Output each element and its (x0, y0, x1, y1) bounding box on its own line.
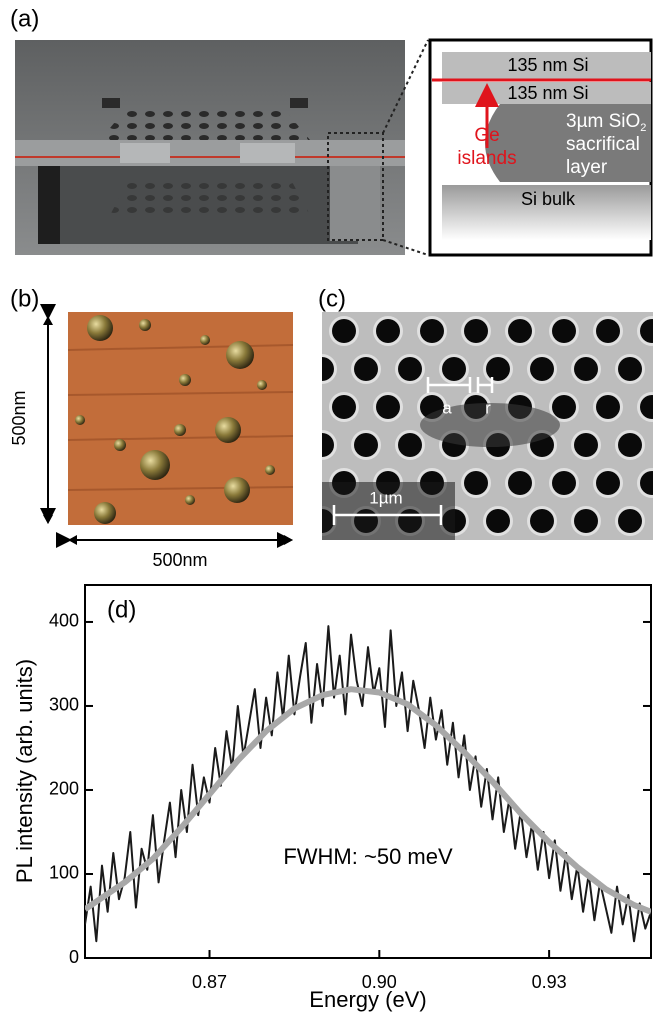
ge-label: islands (457, 148, 516, 169)
x-tick-label: 0.87 (192, 972, 227, 992)
y-tick-label: 400 (49, 611, 79, 631)
page: {"panels":{ "a":{"label":"(a)","inset":{… (0, 0, 653, 1021)
panel-label: (a) (10, 5, 39, 32)
x-tick-label: 0.93 (532, 972, 567, 992)
layer-label: 135 nm Si (507, 55, 588, 75)
y-tick-label: 0 (69, 947, 79, 967)
layer-label: sacrifical (566, 134, 640, 155)
figure: (a) 135 nm Si 135 nm Si 3µm SiO2 sacrifi… (0, 0, 653, 1021)
scale-bar-label: 1µm (369, 488, 402, 507)
device-render (15, 40, 428, 255)
plot-area (85, 626, 651, 941)
afm-image (68, 312, 293, 525)
panel-label: (d) (107, 596, 136, 623)
scale-label: 500nm (152, 550, 207, 570)
oxide-subscript: 2 (640, 122, 646, 134)
panel-label: (c) (318, 285, 346, 312)
x-tick-label: 0.90 (362, 972, 397, 992)
layer-label: Si bulk (521, 189, 576, 209)
panel-label: (b) (10, 285, 39, 312)
lattice-label: a (442, 398, 452, 417)
ge-label: Ge (474, 125, 499, 146)
radius-label: r (485, 398, 491, 417)
layer-label: 135 nm Si (507, 83, 588, 103)
layer-label: 3µm SiO2 (566, 111, 646, 134)
y-tick-label: 200 (49, 779, 79, 799)
y-tick-label: 300 (49, 695, 79, 715)
data-line (85, 626, 651, 941)
layer-label: layer (566, 157, 608, 178)
scale-label: 500nm (9, 390, 29, 445)
fit-line (85, 689, 651, 912)
plot-frame (85, 585, 651, 958)
annotation: FWHM: ~50 meV (283, 844, 453, 869)
y-tick-label: 100 (49, 863, 79, 883)
oxide-text: 3µm SiO (566, 111, 640, 132)
y-axis-label: PL intensity (arb. units) (12, 659, 37, 883)
